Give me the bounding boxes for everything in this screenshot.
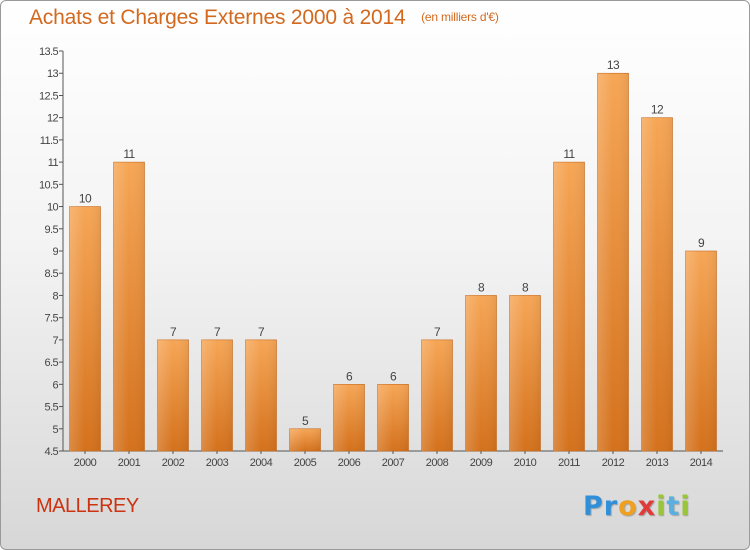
y-tick-label: 9 [52, 246, 58, 258]
bar-value-label: 5 [302, 414, 309, 428]
y-tick-label: 6.5 [45, 357, 59, 369]
y-tick-label: 5 [52, 424, 58, 436]
bar-value-label: 13 [607, 58, 620, 72]
bar-value-label: 10 [79, 192, 92, 206]
logo-letter: i [656, 491, 667, 522]
bar-value-label: 8 [478, 280, 485, 294]
x-tick-label: 2004 [250, 457, 273, 469]
y-tick-label: 13 [47, 68, 59, 80]
x-tick-label: 2006 [338, 457, 361, 469]
bar-shine [69, 206, 101, 451]
x-tick-label: 2011 [558, 457, 580, 469]
title-unit: (en milliers d'€) [421, 10, 499, 24]
bar-value-label: 9 [698, 236, 705, 250]
logo-letter: t [666, 491, 681, 522]
y-tick-label: 12 [47, 113, 59, 125]
x-axis: 2000 2001 2002 2003 2004 2005 2006 2007 2008 2009… [74, 451, 713, 469]
x-tick-label: 2005 [294, 457, 317, 469]
logo-letter: o [618, 491, 638, 522]
bar-value-label: 7 [170, 325, 177, 339]
chart-title: Achats et Charges Externes 2000 à 2014 (… [29, 6, 499, 30]
bar-shine [421, 339, 453, 451]
bar-shine [157, 339, 189, 451]
bar-value-label: 11 [123, 147, 135, 161]
bar-value-label: 11 [563, 147, 575, 161]
bar-series: 10 11 7 7 7 5 6 6 7 8 8 11 13 12 9 [69, 58, 717, 452]
x-tick-label: 2008 [426, 457, 449, 469]
x-tick-label: 2007 [382, 457, 405, 469]
y-tick-label: 9.5 [45, 224, 59, 236]
x-tick-label: 2003 [206, 457, 229, 469]
x-tick-label: 2009 [470, 457, 493, 469]
bar-shine [465, 295, 497, 451]
bar-shine [641, 117, 673, 452]
y-tick-label: 12.5 [39, 90, 58, 102]
y-tick-label: 10 [47, 202, 59, 214]
proxiti-logo: Proxiti [583, 491, 691, 522]
bar-shine [553, 162, 585, 451]
x-tick-label: 2014 [690, 457, 713, 469]
bar-shine [597, 73, 629, 451]
bar-shine [377, 384, 409, 451]
y-tick-label: 10.5 [39, 179, 58, 191]
y-tick-label: 7 [52, 335, 58, 347]
y-tick-label: 5.5 [45, 402, 59, 414]
logo-letter: P [583, 491, 604, 522]
x-tick-label: 2001 [118, 457, 141, 469]
x-tick-label: 2000 [74, 457, 97, 469]
y-tick-label: 6 [52, 379, 58, 391]
bar-shine [113, 162, 145, 451]
bar-value-label: 6 [346, 369, 353, 383]
logo-letter: i [680, 491, 691, 522]
bar-value-label: 7 [434, 325, 441, 339]
logo-letter: x [637, 491, 657, 522]
bar-shine [333, 384, 365, 451]
bar-shine [201, 339, 233, 451]
bar-value-label: 7 [214, 325, 221, 339]
bar-shine [245, 339, 277, 451]
bar-value-label: 6 [390, 369, 397, 383]
bar-shine [685, 251, 717, 451]
x-tick-label: 2012 [602, 457, 625, 469]
y-tick-label: 7.5 [45, 313, 59, 325]
logo-letter: r [603, 491, 619, 522]
bar-shine [509, 295, 541, 451]
y-tick-label: 11 [48, 157, 59, 169]
bar-value-label: 12 [651, 103, 664, 117]
y-tick-label: 11.5 [40, 135, 59, 147]
bar-value-label: 7 [258, 325, 265, 339]
y-tick-label: 8.5 [45, 268, 59, 280]
y-tick-label: 4.5 [45, 446, 59, 458]
y-tick-label: 13.5 [39, 46, 58, 58]
x-tick-label: 2002 [162, 457, 185, 469]
title-main: Achats et Charges Externes 2000 à 2014 [29, 6, 406, 29]
y-tick-label: 8 [52, 290, 58, 302]
x-tick-label: 2013 [646, 457, 669, 469]
x-tick-label: 2010 [514, 457, 537, 469]
bar-shine [289, 428, 321, 451]
town-name: MALLEREY [36, 495, 139, 517]
bar-value-label: 8 [522, 280, 529, 294]
